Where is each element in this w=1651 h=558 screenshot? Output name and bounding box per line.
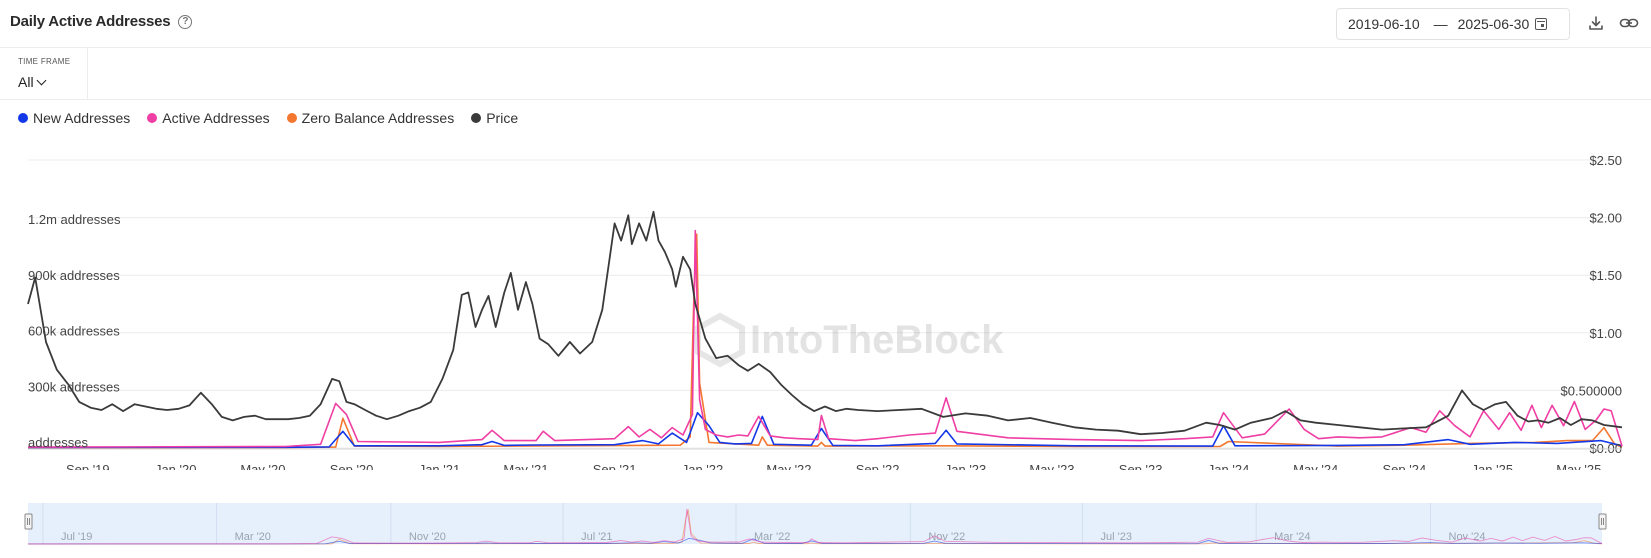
legend-dot-icon [147, 113, 158, 123]
y-left-tick-label: addresses [28, 435, 88, 450]
navigator-tick-label: Nov '22 [928, 531, 965, 543]
navigator-tick-label: Nov '20 [409, 531, 446, 543]
x-tick-label: May '22 [766, 462, 811, 470]
legend-item-price[interactable]: Price [471, 110, 518, 126]
navigator-series-line [27, 508, 1603, 545]
range-navigator[interactable]: Jul '19 Mar '20 Nov '20 Jul '21 Mar '22 Nov '… [0, 500, 1651, 546]
download-icon[interactable] [1587, 14, 1605, 32]
legend-label[interactable]: New Addresses [33, 110, 131, 126]
x-tick-label: Sep '21 [593, 462, 637, 470]
navigator-tick-label: Jul '21 [581, 531, 612, 543]
link-icon[interactable] [1619, 14, 1639, 32]
x-tick-label: Sep '19 [66, 462, 110, 470]
navigator-right-handle[interactable] [1598, 513, 1607, 530]
page-title: Daily Active Addresses [10, 11, 171, 32]
page-title-text: Daily Active Addresses [10, 13, 171, 30]
x-tick-label: Jan '25 [1472, 462, 1514, 470]
chart-legend: New Addresses Active Addresses Zero Bala… [18, 110, 535, 126]
navigator-selection[interactable] [28, 503, 1602, 544]
y-right-tick-label: $1.00 [1589, 326, 1622, 341]
navigator-series-line [28, 537, 1603, 545]
x-tick-label: Jan '20 [155, 462, 197, 470]
y-right-tick-label: $2.50 [1589, 153, 1622, 168]
header-bar: Daily Active Addresses ? 2019-06-10 — 20… [0, 0, 1651, 48]
main-chart[interactable]: IntoTheBlock addresses 300k addresses 600k … [0, 140, 1651, 470]
navigator-tick-label: Mar '20 [235, 531, 271, 543]
series-line-active-addresses[interactable] [27, 229, 1623, 448]
y-right-tick-label: $2.00 [1589, 211, 1622, 226]
legend-label[interactable]: Price [486, 110, 519, 126]
x-tick-label: May '23 [1029, 462, 1074, 470]
navigator-tick-label: Mar '22 [754, 531, 790, 543]
timeframe-value[interactable]: All [18, 74, 34, 90]
title-group: Daily Active Addresses ? [10, 11, 193, 32]
x-tick-label: May '25 [1556, 462, 1601, 470]
timeframe-selector[interactable]: TIME FRAME All [0, 48, 88, 100]
x-tick-label: Jan '23 [945, 462, 987, 470]
calendar-icon[interactable] [1535, 18, 1548, 30]
legend-item-zero-balance-addresses[interactable]: Zero Balance Addresses [286, 110, 455, 126]
x-tick-label: Jan '21 [419, 462, 461, 470]
x-tick-label: Jan '24 [1208, 462, 1250, 470]
date-separator: — [1433, 16, 1448, 32]
y-left-tick-label: 1.2m addresses [28, 212, 121, 227]
y-left-tick-label: 600k addresses [28, 324, 120, 339]
x-tick-label: May '21 [503, 462, 548, 470]
legend-dot-icon [471, 113, 482, 123]
watermark-text: IntoTheBlock [750, 318, 1004, 362]
date-end[interactable]: 2025-06-30 [1457, 16, 1530, 32]
navigator-tick-label: Jul '19 [61, 531, 92, 543]
navigator-left-handle[interactable] [24, 513, 33, 530]
divider [0, 99, 1651, 100]
x-tick-label: Sep '24 [1383, 462, 1427, 470]
legend-item-new-addresses[interactable]: New Addresses [18, 110, 130, 126]
timeframe-label: TIME FRAME [18, 57, 71, 66]
help-icon[interactable]: ? [178, 14, 193, 29]
legend-label[interactable]: Active Addresses [162, 110, 270, 126]
date-start[interactable]: 2019-06-10 [1348, 16, 1420, 32]
x-tick-label: Sep '23 [1119, 462, 1163, 470]
legend-dot-icon [18, 113, 28, 123]
y-right-tick-label: $1.50 [1589, 268, 1622, 283]
y-left-tick-label: 300k addresses [28, 379, 120, 394]
timeframe-dropdown[interactable]: All [18, 74, 47, 90]
x-tick-label: Sep '20 [330, 462, 374, 470]
x-tick-label: Sep '22 [856, 462, 900, 470]
x-tick-label: Jan '22 [682, 462, 724, 470]
legend-item-active-addresses[interactable]: Active Addresses [147, 110, 270, 126]
navigator-tick-label: Jul '23 [1101, 531, 1132, 543]
series-line-new-addresses[interactable] [27, 411, 1623, 449]
series-line-price[interactable] [27, 210, 1623, 436]
y-right-tick-label: $0.500000 [1561, 383, 1622, 398]
chevron-down-icon[interactable] [36, 75, 47, 85]
legend-label[interactable]: Zero Balance Addresses [301, 110, 455, 126]
x-tick-label: May '24 [1293, 462, 1338, 470]
x-tick-label: May '20 [240, 462, 285, 470]
legend-dot-icon [286, 113, 297, 123]
date-range-picker[interactable]: 2019-06-10 — 2025-06-30 [1336, 8, 1570, 40]
watermark: IntoTheBlock [695, 312, 1004, 368]
y-left-tick-label: 900k addresses [28, 268, 120, 283]
